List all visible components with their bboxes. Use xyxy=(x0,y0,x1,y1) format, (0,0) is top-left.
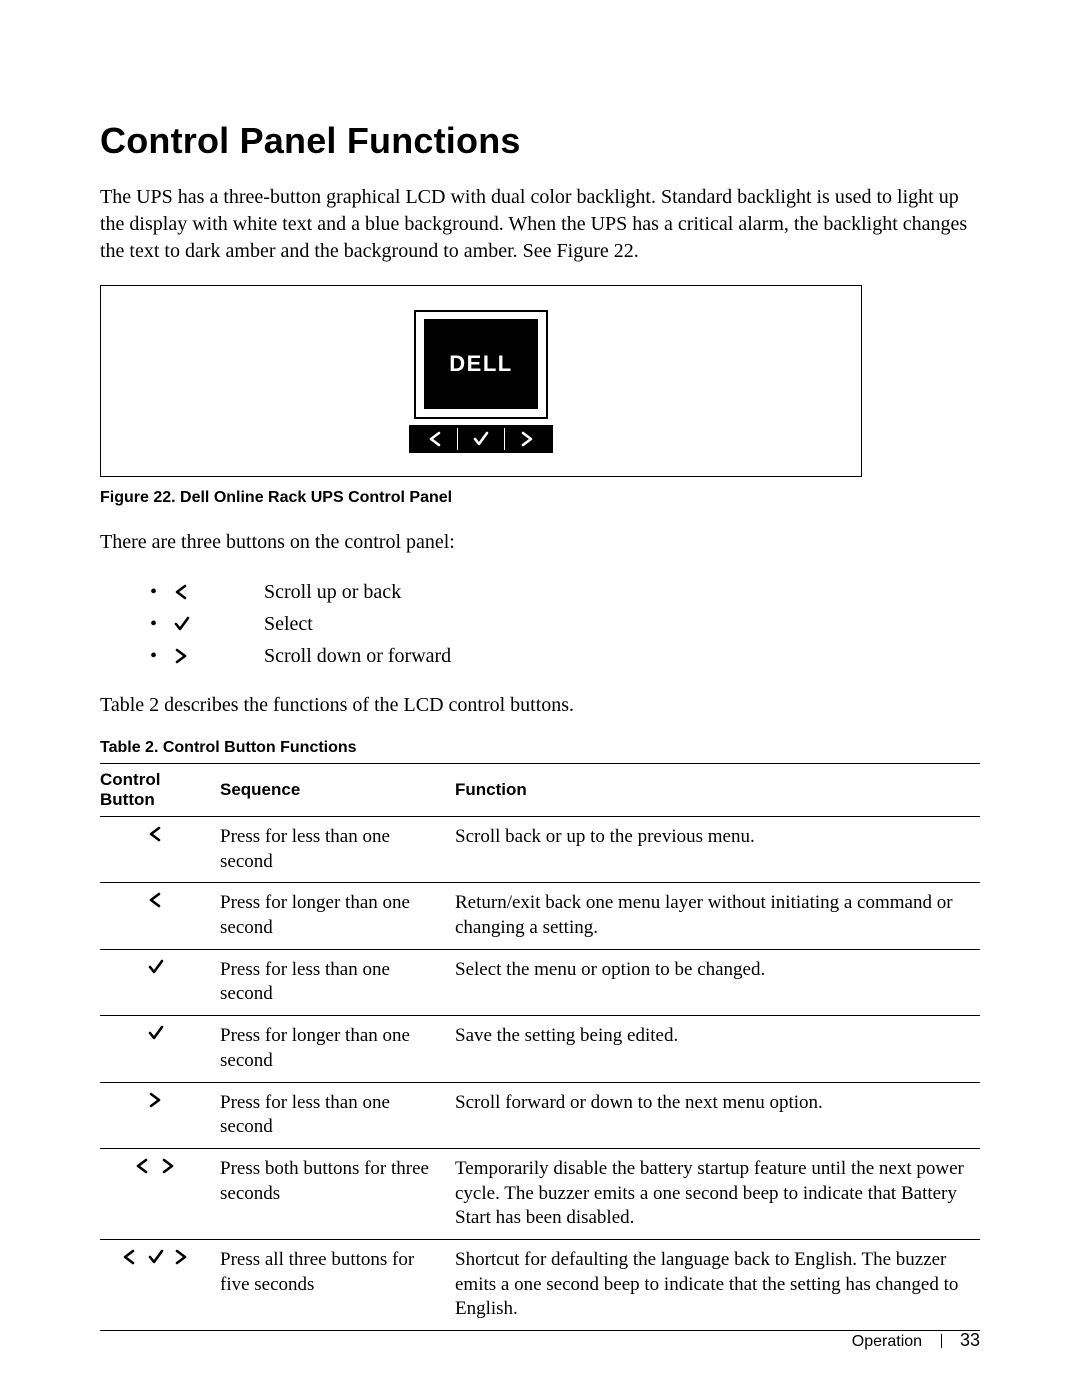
table-row: Press for less than one second Select th… xyxy=(100,949,980,1015)
check-icon xyxy=(174,616,190,632)
table-row: Press for less than one second Scroll fo… xyxy=(100,1082,980,1148)
chevron-left-icon xyxy=(428,431,442,447)
legend-label: Scroll up or back xyxy=(264,576,980,608)
col-header-sequence: Sequence xyxy=(220,764,455,817)
page-heading: Control Panel Functions xyxy=(100,120,980,162)
chevron-left-icon xyxy=(135,1158,151,1174)
chevron-left-icon xyxy=(174,584,190,600)
cell-function: Shortcut for defaulting the language bac… xyxy=(455,1239,980,1330)
check-icon xyxy=(148,1249,164,1265)
table-row: Press for less than one second Scroll ba… xyxy=(100,817,980,883)
legend-label: Select xyxy=(264,608,980,640)
control-button-functions-table: Control Button Sequence Function Press f… xyxy=(100,763,980,1331)
lcd-screen: DELL xyxy=(424,319,538,409)
button-strip xyxy=(409,425,553,453)
table-row: Press for longer than one second Save th… xyxy=(100,1016,980,1082)
figure-caption: Figure 22. Dell Online Rack UPS Control … xyxy=(100,489,980,507)
cell-function: Temporarily disable the battery startup … xyxy=(455,1148,980,1239)
cell-sequence: Press for less than one second xyxy=(220,949,455,1015)
control-panel-illustration: DELL xyxy=(409,310,553,453)
check-icon xyxy=(148,959,164,975)
cell-sequence: Press for less than one second xyxy=(220,817,455,883)
cell-function: Save the setting being edited. xyxy=(455,1016,980,1082)
check-icon xyxy=(473,431,489,447)
chevron-right-icon xyxy=(174,648,190,664)
chevron-right-icon xyxy=(161,1158,177,1174)
footer-page-number: 33 xyxy=(960,1330,980,1350)
bullet: • xyxy=(150,608,174,640)
intro-paragraph: The UPS has a three-button graphical LCD… xyxy=(100,184,980,265)
chevron-left-icon xyxy=(148,892,164,908)
cell-sequence: Press both buttons for three seconds xyxy=(220,1148,455,1239)
cell-function: Scroll forward or down to the next menu … xyxy=(455,1082,980,1148)
check-icon xyxy=(148,1025,164,1041)
legend-row-forward: • Scroll down or forward xyxy=(150,640,980,672)
chevron-left-icon xyxy=(122,1249,138,1265)
scroll-forward-button xyxy=(505,428,550,450)
chevron-right-icon xyxy=(174,1249,190,1265)
table-row: Press all three buttons for five seconds… xyxy=(100,1239,980,1330)
table-intro: Table 2 describes the functions of the L… xyxy=(100,692,980,719)
page-footer: Operation 33 xyxy=(852,1330,980,1351)
cell-sequence: Press for longer than one second xyxy=(220,1016,455,1082)
chevron-right-icon xyxy=(520,431,534,447)
cell-function: Return/exit back one menu layer without … xyxy=(455,883,980,949)
footer-section: Operation xyxy=(852,1333,922,1350)
buttons-intro: There are three buttons on the control p… xyxy=(100,529,980,556)
legend-row-back: • Scroll up or back xyxy=(150,576,980,608)
select-button xyxy=(458,428,504,450)
table-caption: Table 2. Control Button Functions xyxy=(100,739,980,757)
bullet: • xyxy=(150,576,174,608)
dell-logo: DELL xyxy=(449,351,512,377)
cell-function: Select the menu or option to be changed. xyxy=(455,949,980,1015)
footer-separator xyxy=(941,1334,942,1348)
table-row: Press both buttons for three seconds Tem… xyxy=(100,1148,980,1239)
cell-sequence: Press for longer than one second xyxy=(220,883,455,949)
scroll-back-button xyxy=(412,428,458,450)
table-row: Press for longer than one second Return/… xyxy=(100,883,980,949)
cell-sequence: Press all three buttons for five seconds xyxy=(220,1239,455,1330)
chevron-left-icon xyxy=(148,826,164,842)
chevron-right-icon xyxy=(148,1092,164,1108)
cell-function: Scroll back or up to the previous menu. xyxy=(455,817,980,883)
legend-label: Scroll down or forward xyxy=(264,640,980,672)
col-header-button: Control Button xyxy=(100,764,220,817)
figure-22: DELL xyxy=(100,285,862,477)
button-legend-list: • Scroll up or back • Select • Scroll do… xyxy=(100,576,980,672)
legend-row-select: • Select xyxy=(150,608,980,640)
bullet: • xyxy=(150,640,174,672)
cell-sequence: Press for less than one second xyxy=(220,1082,455,1148)
col-header-function: Function xyxy=(455,764,980,817)
lcd-frame: DELL xyxy=(414,310,548,419)
